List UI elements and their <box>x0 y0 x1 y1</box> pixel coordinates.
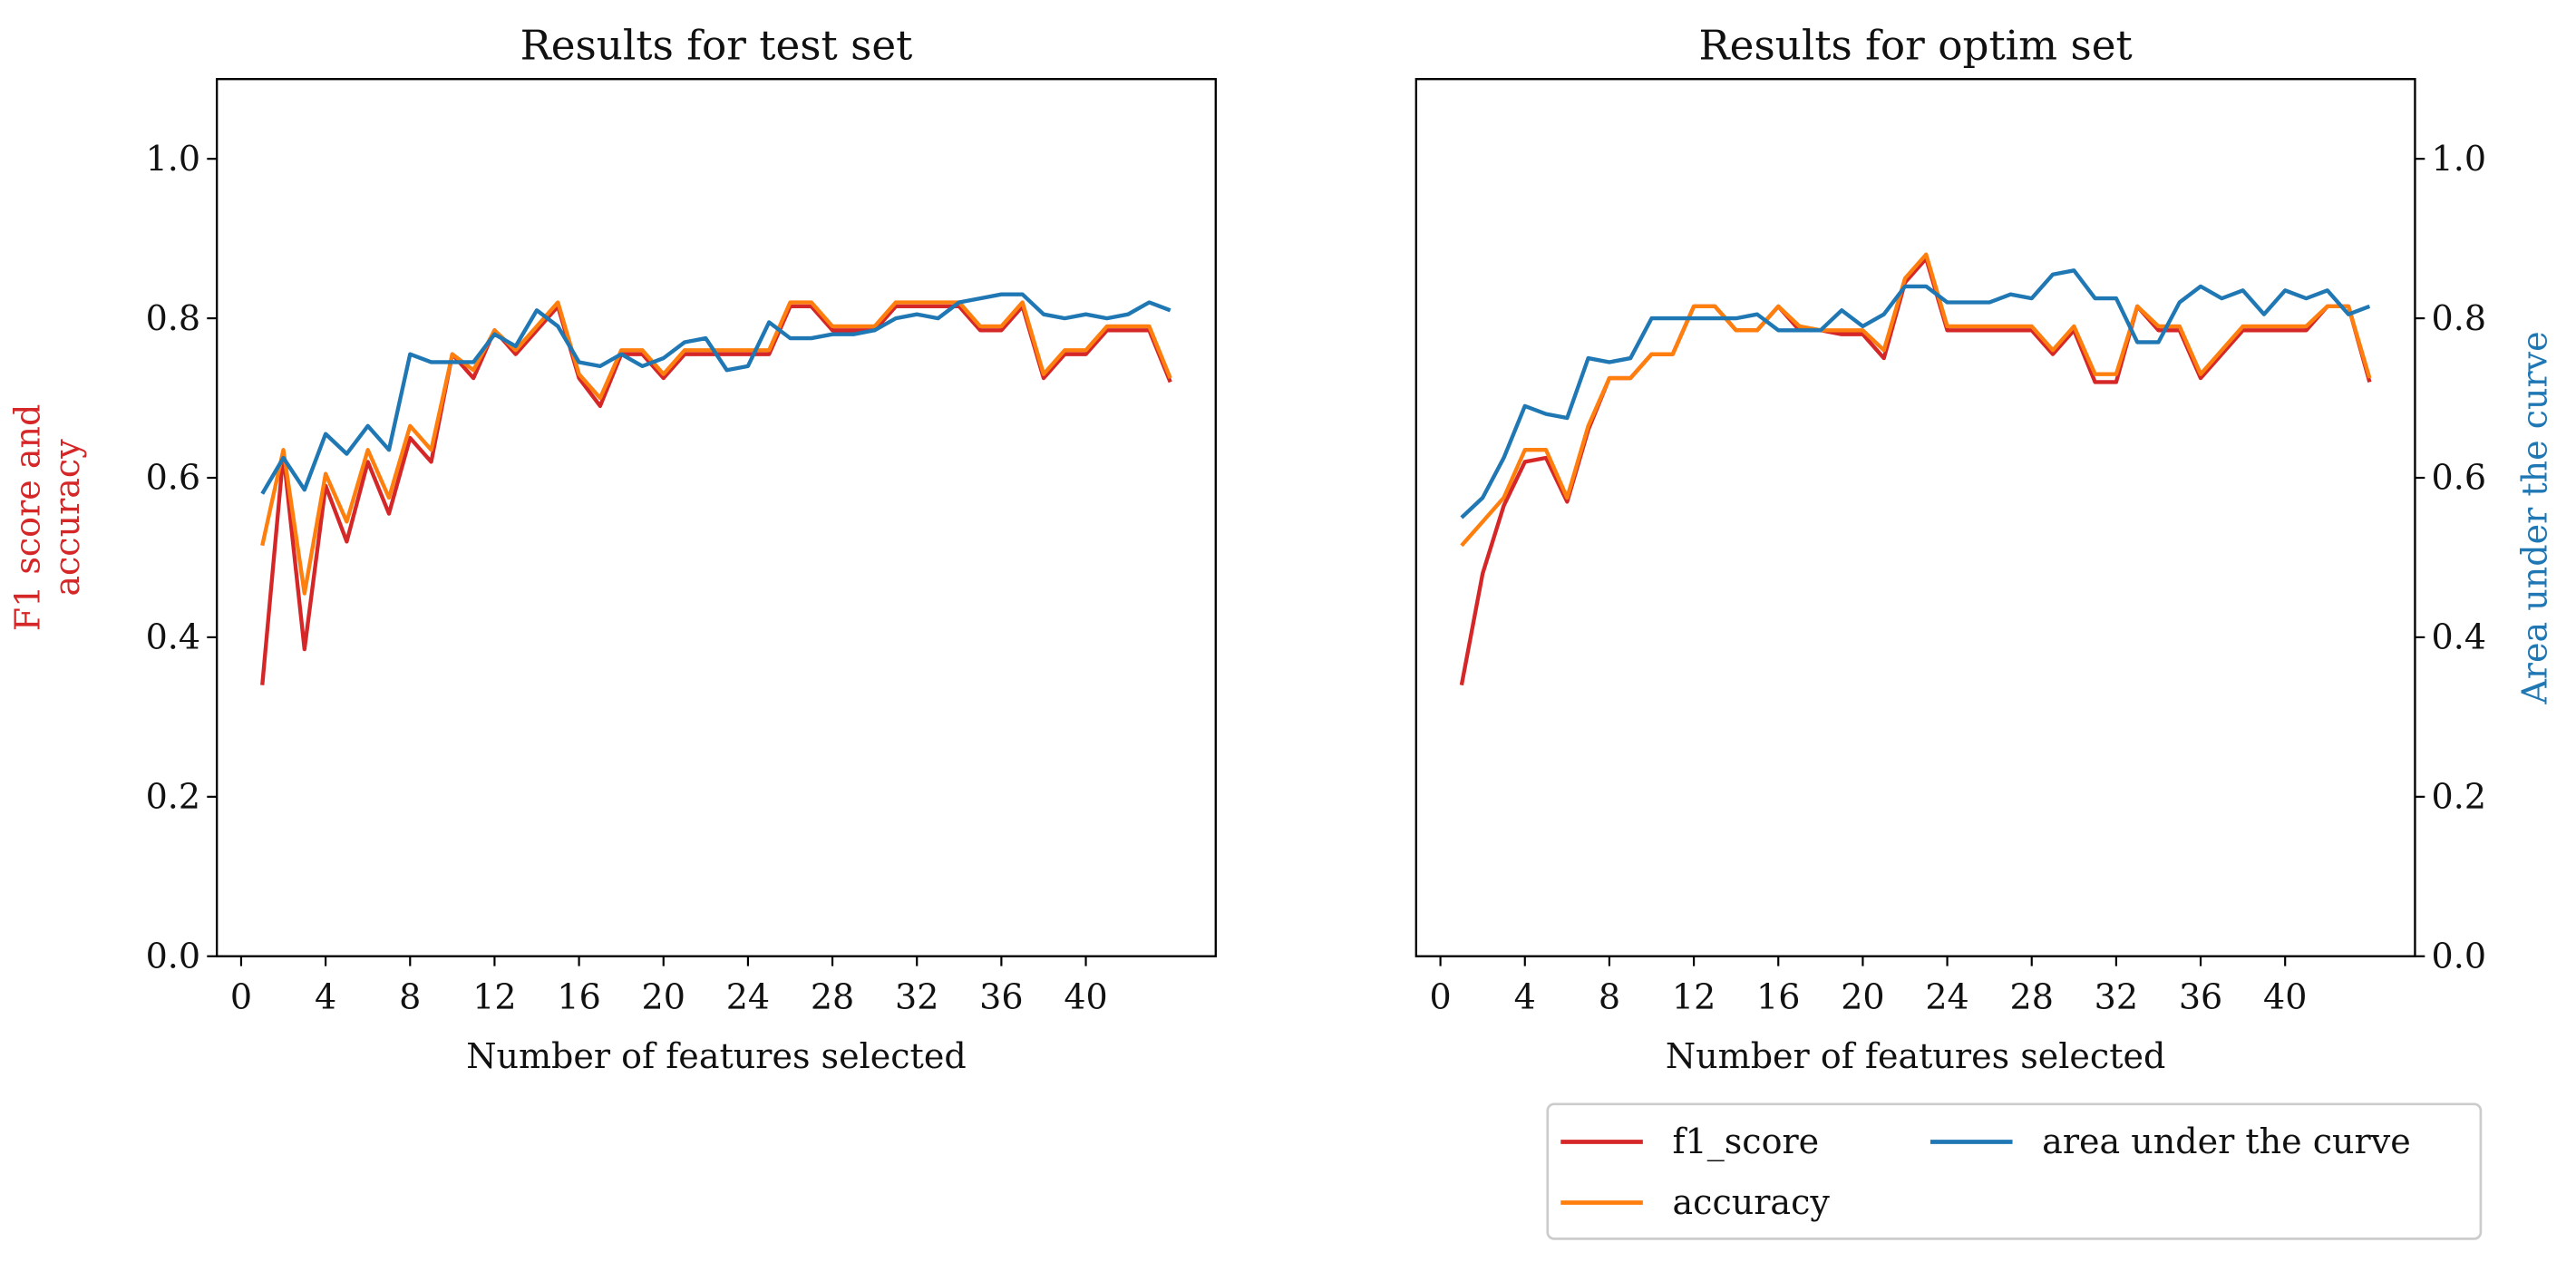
x-axis-label: Number of features selected <box>1666 1036 2165 1076</box>
legend-box <box>1546 1102 2483 1240</box>
y-tick-label: 0.8 <box>2432 298 2486 338</box>
x-tick-label: 0 <box>230 977 252 1017</box>
x-tick-label: 28 <box>2010 977 2054 1017</box>
legend-label: f1_score <box>1672 1121 1819 1162</box>
y-tick-label: 1.0 <box>2432 139 2486 179</box>
x-tick-label: 20 <box>1841 977 1884 1017</box>
x-tick-label: 32 <box>895 977 938 1017</box>
legend-label: area under the curve <box>2042 1121 2411 1161</box>
x-axis-label: Number of features selected <box>466 1036 966 1076</box>
series-line <box>260 304 1172 685</box>
x-tick-label: 36 <box>2179 977 2222 1017</box>
y-axis-label: F1 score and <box>7 404 47 632</box>
x-tick-label: 8 <box>1599 977 1620 1017</box>
y-tick-label: 0.6 <box>146 458 200 498</box>
plot-frame <box>215 78 1217 957</box>
x-tick-label: 0 <box>1430 977 1452 1017</box>
x-tick-label: 16 <box>1756 977 1800 1017</box>
y-tick-label: 0.2 <box>146 777 200 817</box>
x-tick-label: 12 <box>1672 977 1716 1017</box>
x-tick-label: 32 <box>2095 977 2138 1017</box>
x-tick-label: 4 <box>315 977 336 1017</box>
y-tick-label: 0.2 <box>2432 777 2486 817</box>
x-tick-label: 20 <box>642 977 685 1017</box>
y-axis-label: accuracy <box>47 439 87 597</box>
series-line <box>260 300 1172 596</box>
y-tick-label: 0.4 <box>2432 617 2486 657</box>
legend-label: accuracy <box>1672 1182 1830 1222</box>
x-tick-label: 8 <box>399 977 421 1017</box>
x-tick-label: 4 <box>1514 977 1536 1017</box>
series-line <box>1460 252 2372 548</box>
chart-title: Results for test set <box>520 21 913 69</box>
x-tick-label: 12 <box>472 977 516 1017</box>
y-tick-label: 0.6 <box>2432 458 2486 498</box>
x-tick-label: 28 <box>811 977 854 1017</box>
chart-title: Results for optim set <box>1699 21 2133 69</box>
series-line <box>1459 256 2372 686</box>
x-tick-label: 40 <box>1064 977 1107 1017</box>
y-tick-label: 0.8 <box>146 298 200 338</box>
series-line <box>1460 268 2371 519</box>
x-tick-label: 24 <box>1925 977 1968 1017</box>
y-tick-label: 0.0 <box>2432 936 2486 976</box>
y-tick-label: 0.0 <box>146 936 200 976</box>
x-tick-label: 36 <box>979 977 1023 1017</box>
x-tick-label: 16 <box>557 977 600 1017</box>
x-tick-label: 40 <box>2263 977 2307 1017</box>
plot-frame <box>1414 78 2416 957</box>
y-tick-label: 0.4 <box>146 617 200 657</box>
y-tick-label: 1.0 <box>146 139 200 179</box>
series-line <box>260 292 1171 495</box>
y-axis-label: Area under the curve <box>2514 331 2554 704</box>
x-tick-label: 24 <box>726 977 770 1017</box>
